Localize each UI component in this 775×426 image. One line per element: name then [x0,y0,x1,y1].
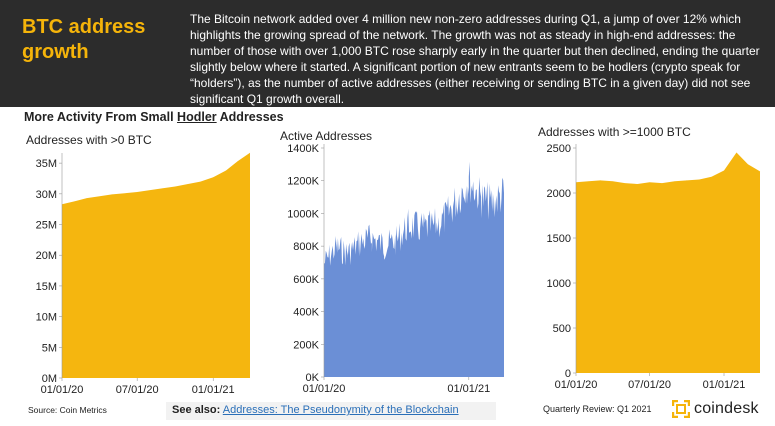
y-tick-label: 1400K [287,143,319,155]
y-tick-label: 800K [293,241,319,253]
y-tick-label: 0K [306,372,320,384]
coindesk-logo-icon [672,400,690,418]
quarterly-review-note: Quarterly Review: Q1 2021 [543,404,652,414]
subtitle-underlined: Hodler [177,110,217,124]
y-tick-label: 35M [36,158,57,170]
area-series [324,161,504,377]
y-tick-label: 2000 [547,188,571,200]
chart-title: Addresses with >0 BTC [26,133,152,147]
y-tick-label: 5M [42,342,57,354]
subtitle-suffix: Addresses [216,110,284,124]
y-tick-label: 0M [42,373,57,385]
y-tick-label: 20M [36,250,57,262]
y-tick-label: 1500 [547,233,571,245]
brand-logo: coindesk [672,398,759,420]
y-tick-label: 600K [293,274,319,286]
area-series [62,152,250,378]
y-tick-label: 200K [293,339,319,351]
see-also-box: See also: Addresses: The Pseudonymity of… [166,402,496,420]
subtitle-prefix: More Activity From Small [24,110,178,124]
chart-title: Active Addresses [280,129,372,143]
figure-subtitle: More Activity From Small Hodler Addresse… [24,110,284,124]
y-tick-label: 25M [36,220,57,232]
y-tick-label: 1000 [547,278,571,290]
brand-name: coindesk [694,400,759,417]
y-tick-label: 10M [36,312,57,324]
chart-title: Addresses with >=1000 BTC [538,125,691,139]
x-tick-label: 01/01/21 [192,384,235,396]
x-tick-label: 07/01/20 [116,384,159,396]
source-note: Source: Coin Metrics [28,405,107,415]
page-title: BTC address growth [22,16,146,63]
y-tick-label: 0 [565,368,571,380]
see-also-label: See also: [172,404,221,416]
y-tick-label: 500 [553,323,571,335]
y-tick-label: 15M [36,281,57,293]
y-tick-label: 2500 [547,143,571,155]
y-tick-label: 1000K [287,208,319,220]
y-tick-label: 1200K [287,176,319,188]
see-also-link[interactable]: Addresses: The Pseudonymity of the Block… [222,404,459,416]
x-tick-label: 07/01/20 [628,379,671,391]
header-description: The Bitcoin network added over 4 million… [190,12,760,106]
header-banner: BTC address growth The Bitcoin network a… [0,0,775,107]
x-tick-label: 01/01/20 [41,384,84,396]
y-tick-label: 400K [293,307,319,319]
x-tick-label: 01/01/20 [303,383,346,395]
x-tick-label: 01/01/21 [447,383,490,395]
x-tick-label: 01/01/21 [703,379,746,391]
y-tick-label: 30M [36,189,57,201]
x-tick-label: 01/01/20 [555,379,598,391]
area-series [576,152,760,373]
